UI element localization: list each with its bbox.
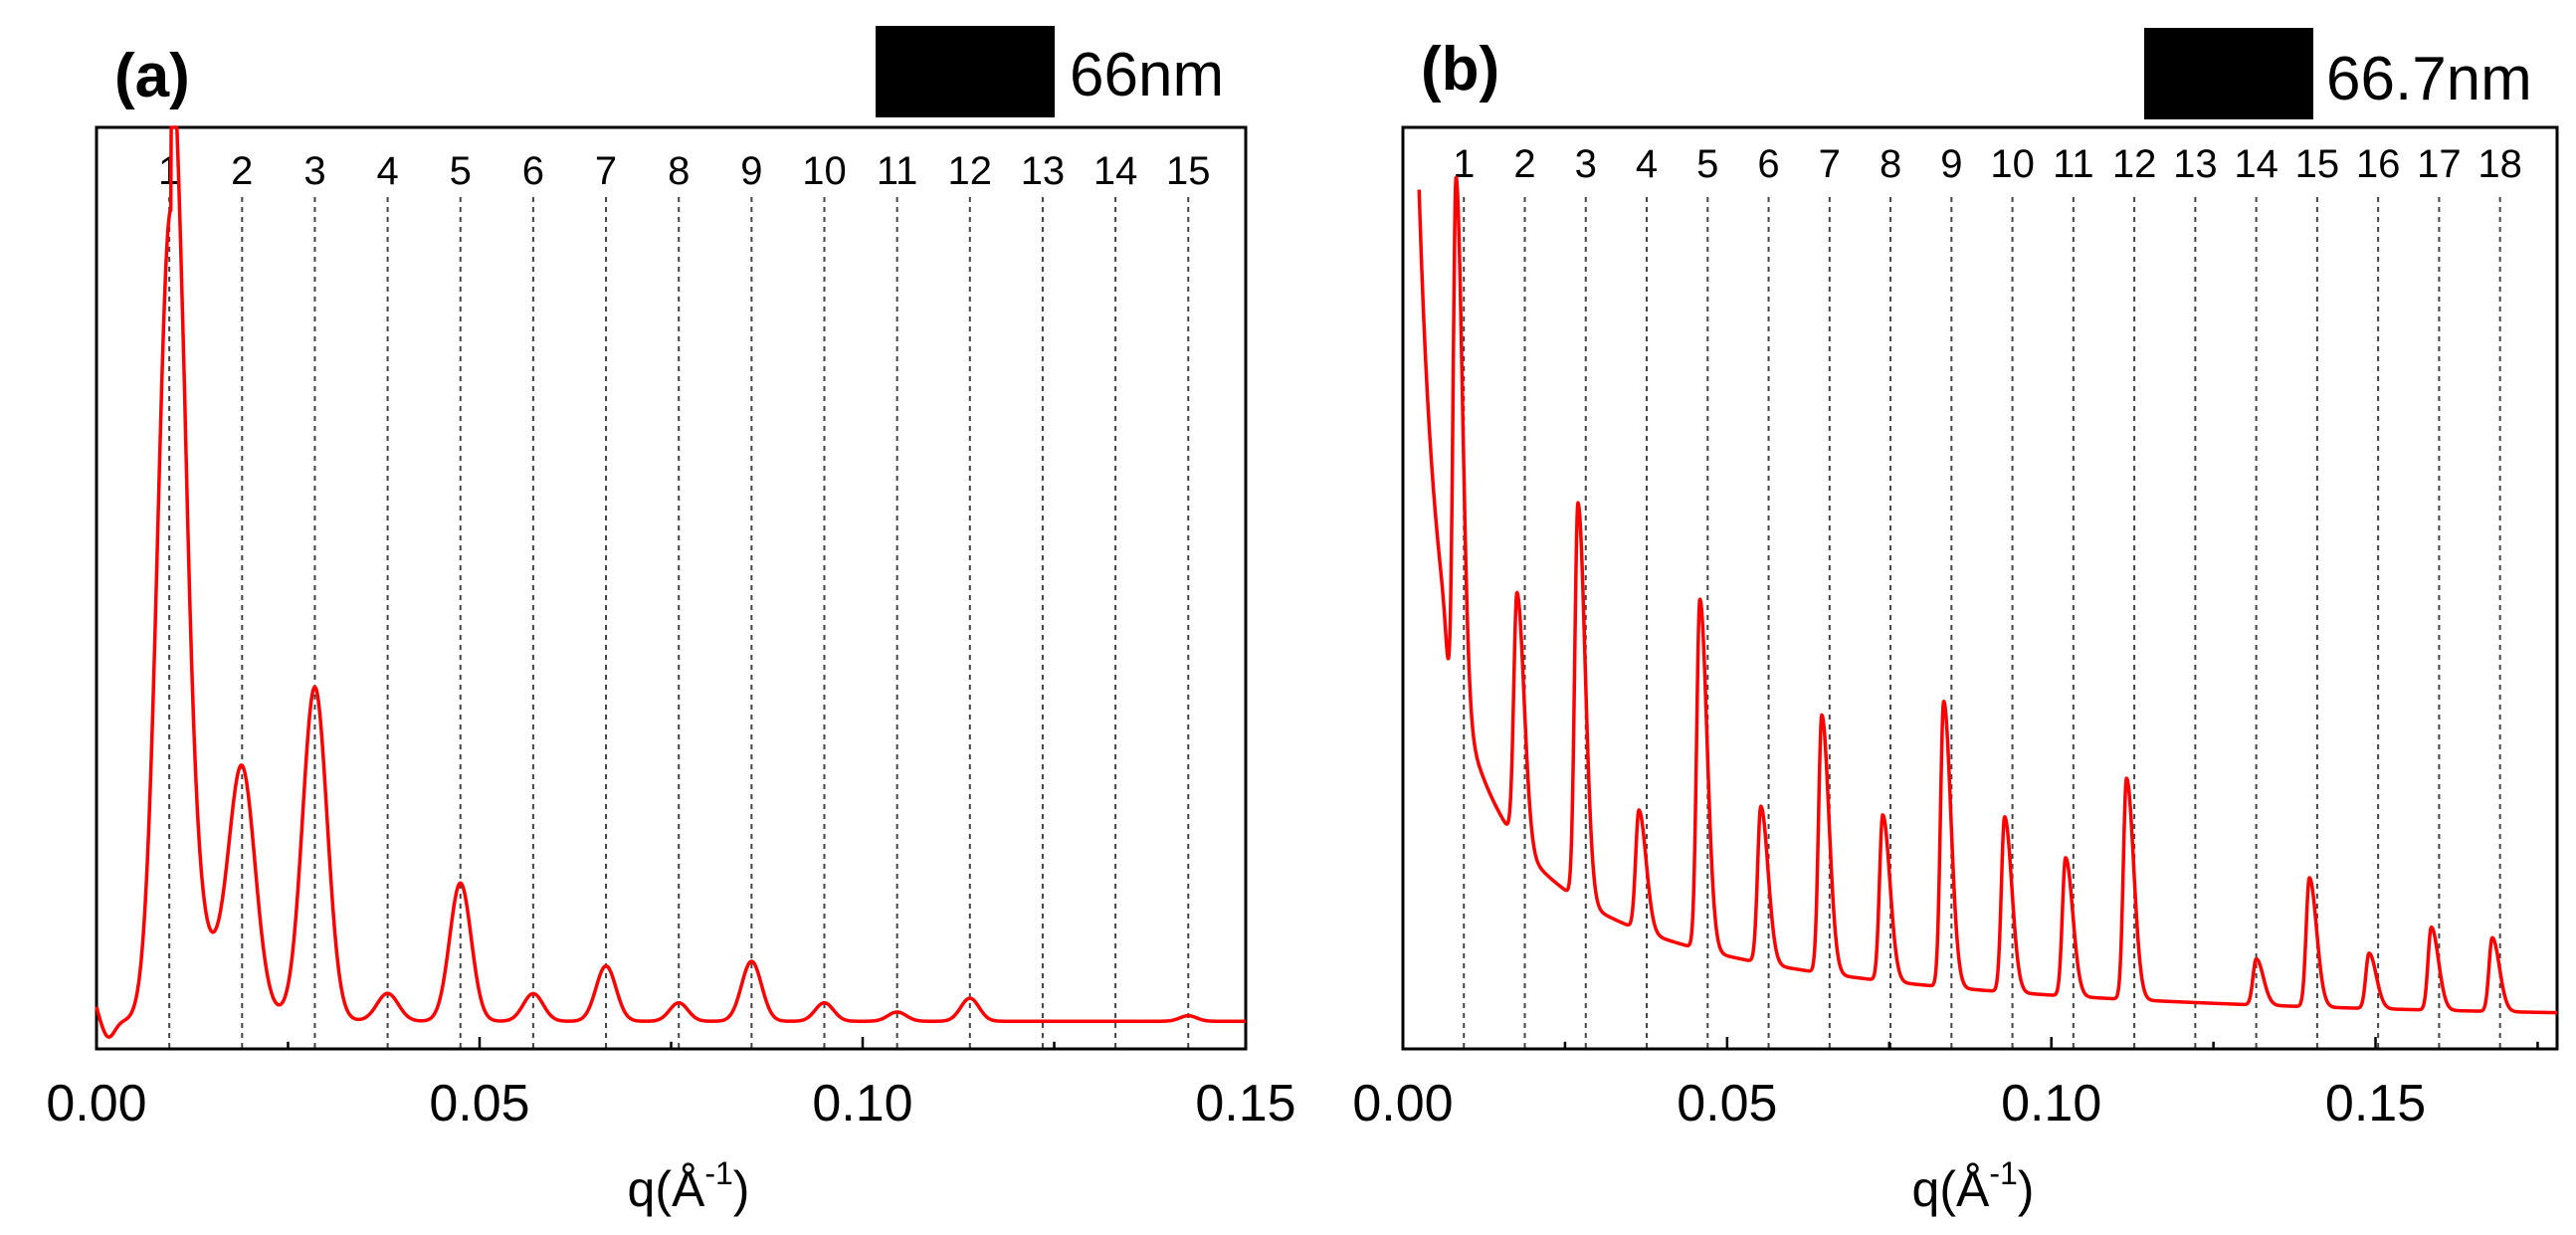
panel-a-x-tick-label-1: 0.05: [429, 1075, 529, 1132]
panel-b-order-label-5: 5: [1696, 142, 1718, 186]
panel-b-order-label-3: 3: [1575, 142, 1597, 186]
panel-b-order-label-18: 18: [2477, 142, 2522, 186]
panel-a-xlabel-sup: -1: [704, 1155, 732, 1191]
panel-a-order-label-14: 14: [1093, 149, 1138, 193]
panel-b-order-label-16: 16: [2356, 142, 2401, 186]
panel-b-label: (b): [1421, 35, 1499, 103]
panel-b-axes-frame: [1401, 125, 2559, 1051]
panel-b-x-tick-label-2: 0.10: [2001, 1075, 2101, 1132]
panel-b-x-tick-label-3: 0.15: [2325, 1075, 2426, 1132]
panel-b-scale-label: 66.7nm: [2326, 45, 2532, 113]
panel-b-scattering-curve: [1417, 175, 2559, 1015]
panel-a-order-label-9: 9: [740, 149, 762, 193]
panel-b-order-label-15: 15: [2295, 142, 2340, 186]
panel-a-scale-label: 66nm: [1070, 41, 1224, 109]
panel-b-xlabel-close: ): [2018, 1161, 2035, 1217]
panel-b-order-label-8: 8: [1880, 142, 1901, 186]
panel-b-order-label-7: 7: [1819, 142, 1841, 186]
panel-a-axes-frame: [95, 125, 1248, 1051]
panel-a-order-label-5: 5: [450, 149, 472, 193]
panel-a-plot: 1 2 3 4 5 6 7 8 9 10 11 12 13 14 150.00 0.05 0.10 0.15: [46, 125, 1296, 1132]
panel-b-xlabel-main: q(Å: [1912, 1161, 1990, 1217]
panel-b-x-tick-label-0: 0.00: [1352, 1075, 1453, 1132]
panel-b-order-label-10: 10: [1990, 142, 2035, 186]
panel-b-xlabel: q(Å-1): [1912, 1155, 2035, 1217]
panel-b-order-label-12: 12: [2112, 142, 2157, 186]
panel-b-order-label-13: 13: [2173, 142, 2218, 186]
panel-b-order-label-14: 14: [2234, 142, 2279, 186]
panel-b-order-label-6: 6: [1757, 142, 1779, 186]
panel-a-x-tick-label-3: 0.15: [1195, 1075, 1295, 1132]
panel-a-order-label-7: 7: [595, 149, 617, 193]
panel-a-xlabel-close: ): [733, 1161, 750, 1217]
panel-a-order-label-11: 11: [877, 149, 918, 193]
panel-a-order-label-2: 2: [231, 149, 253, 193]
panel-b-order-label-2: 2: [1513, 142, 1535, 186]
panel-b-scale-bar: [2144, 28, 2313, 119]
panel-a-order-label-4: 4: [376, 149, 398, 193]
panel-a-order-label-13: 13: [1021, 149, 1066, 193]
panel-b-order-label-4: 4: [1636, 142, 1658, 186]
panel-b-x-tick-label-1: 0.05: [1677, 1075, 1777, 1132]
panel-a-order-label-10: 10: [802, 149, 847, 193]
panel-a-order-label-12: 12: [948, 149, 993, 193]
panel-b-plot: 1 2 3 4 5 6 7 8 9 10 11 12 13 14 15 16 17 180.00 0.05 0.10 0…: [1352, 125, 2559, 1132]
panel-b-order-label-17: 17: [2417, 142, 2462, 186]
panel-a-order-label-15: 15: [1166, 149, 1211, 193]
panel-a-order-label-6: 6: [522, 149, 544, 193]
panel-b-order-label-11: 11: [2053, 142, 2094, 186]
panel-a-order-label-3: 3: [303, 149, 325, 193]
panel-a-order-label-8: 8: [668, 149, 690, 193]
panel-a-scale-bar: [876, 26, 1055, 117]
panel-b-order-label-1: 1: [1453, 142, 1475, 186]
panel-a-label: (a): [114, 42, 190, 110]
panel-a-xlabel-main: q(Å: [628, 1161, 705, 1217]
panel-b-order-label-9: 9: [1940, 142, 1962, 186]
panel-a-scattering-curve: [95, 125, 1248, 1039]
panel-a-x-tick-label-2: 0.10: [812, 1075, 912, 1132]
panel-b-xlabel-sup: -1: [1989, 1155, 2017, 1191]
panel-a-xlabel: q(Å-1): [628, 1155, 750, 1217]
panel-a-x-tick-label-0: 0.00: [46, 1075, 146, 1132]
